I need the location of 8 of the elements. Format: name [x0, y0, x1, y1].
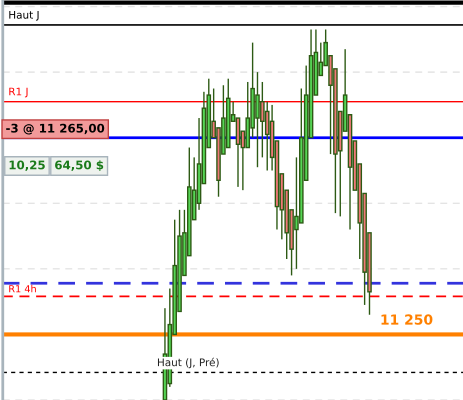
ref-line-label: 11 250 [382, 314, 432, 325]
text: 64,50 $ [55, 160, 104, 171]
ref-line-label: Haut (J, Pré) [158, 358, 219, 368]
text: 10,25 [10, 160, 45, 171]
ref-line-label: Haut J [9, 10, 39, 21]
ref-line-label: -3 @ 11 265,00 [6, 124, 104, 135]
ref-line-label: R1 J [9, 88, 28, 98]
ref-line-label: R1 4h [9, 284, 36, 292]
